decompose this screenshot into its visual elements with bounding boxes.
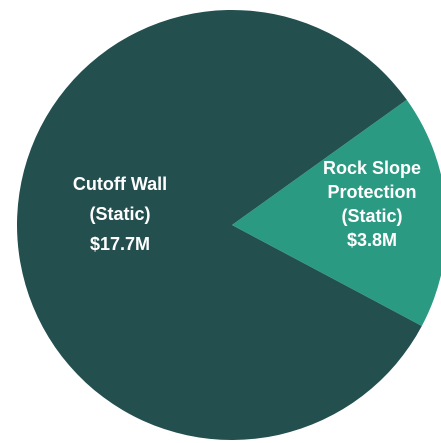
slice-label-0-line-0: Cutoff Wall <box>73 174 167 194</box>
slice-label-0-line-1: (Static) <box>89 204 150 224</box>
slice-label-1-line-3: $3.8M <box>347 230 397 250</box>
slice-label-1-line-1: Protection <box>327 182 416 202</box>
slice-label-0-line-2: $17.7M <box>90 234 150 254</box>
slice-label-1-line-2: (Static) <box>341 206 402 226</box>
slice-label-1-line-0: Rock Slope <box>323 158 421 178</box>
